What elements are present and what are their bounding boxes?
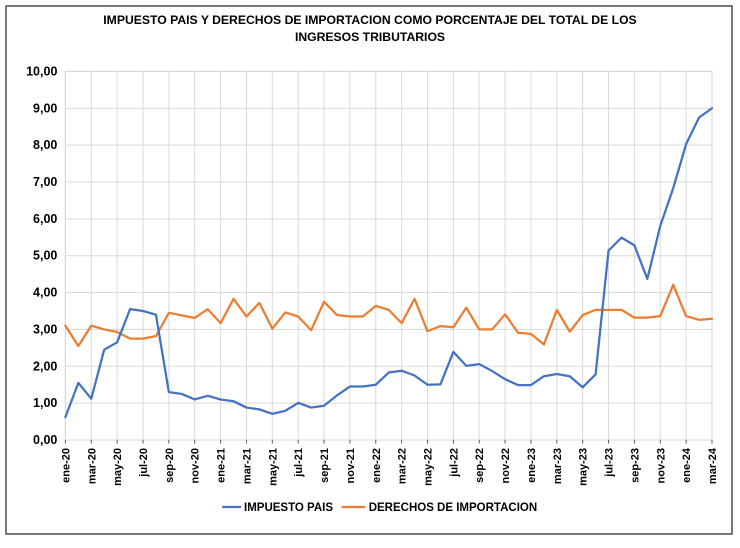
- svg-text:10,00: 10,00: [26, 64, 57, 78]
- svg-text:8,00: 8,00: [33, 138, 57, 152]
- svg-text:0,00: 0,00: [33, 433, 57, 447]
- svg-text:nov-22: nov-22: [500, 448, 512, 483]
- svg-text:mar-24: mar-24: [707, 447, 719, 484]
- svg-text:jul-23: jul-23: [604, 448, 616, 478]
- svg-text:mar-22: mar-22: [397, 448, 409, 484]
- svg-text:may-23: may-23: [578, 448, 590, 486]
- svg-text:ene-20: ene-20: [60, 448, 72, 483]
- svg-text:jul-20: jul-20: [138, 448, 150, 478]
- svg-text:nov-21: nov-21: [345, 448, 357, 483]
- svg-text:ene-21: ene-21: [216, 448, 228, 483]
- svg-text:2,00: 2,00: [33, 359, 57, 373]
- svg-text:sep-23: sep-23: [629, 448, 641, 483]
- svg-text:IMPUESTO PAIS Y DERECHOS DE I: IMPUESTO PAIS Y DERECHOS DE IMPORTACION …: [103, 13, 636, 27]
- svg-text:3,00: 3,00: [33, 322, 57, 336]
- svg-text:may-21: may-21: [267, 448, 279, 486]
- svg-text:9,00: 9,00: [33, 101, 57, 115]
- svg-text:ene-23: ene-23: [526, 448, 538, 483]
- svg-text:sep-21: sep-21: [319, 448, 331, 483]
- svg-text:mar-23: mar-23: [552, 448, 564, 484]
- svg-text:6,00: 6,00: [33, 212, 57, 226]
- svg-text:may-20: may-20: [112, 448, 124, 486]
- svg-text:sep-20: sep-20: [164, 448, 176, 483]
- svg-text:sep-22: sep-22: [474, 448, 486, 483]
- svg-text:mar-21: mar-21: [241, 448, 253, 484]
- svg-text:7,00: 7,00: [33, 175, 57, 189]
- svg-text:IMPUESTO PAIS: IMPUESTO PAIS: [244, 502, 333, 514]
- svg-text:mar-20: mar-20: [86, 448, 98, 484]
- svg-text:4,00: 4,00: [33, 286, 57, 300]
- svg-text:5,00: 5,00: [33, 249, 57, 263]
- svg-text:nov-20: nov-20: [190, 448, 202, 483]
- svg-text:1,00: 1,00: [33, 396, 57, 410]
- svg-text:DERECHOS DE IMPORTACION: DERECHOS DE IMPORTACION: [369, 502, 537, 514]
- svg-text:ene-22: ene-22: [371, 448, 383, 483]
- svg-text:jul-22: jul-22: [448, 448, 460, 478]
- svg-text:ene-24: ene-24: [681, 447, 693, 483]
- svg-text:nov-23: nov-23: [655, 448, 667, 483]
- svg-text:INGRESOS TRIBUTARIOS: INGRESOS TRIBUTARIOS: [295, 30, 445, 44]
- svg-text:jul-21: jul-21: [293, 448, 305, 478]
- svg-text:may-22: may-22: [423, 448, 435, 486]
